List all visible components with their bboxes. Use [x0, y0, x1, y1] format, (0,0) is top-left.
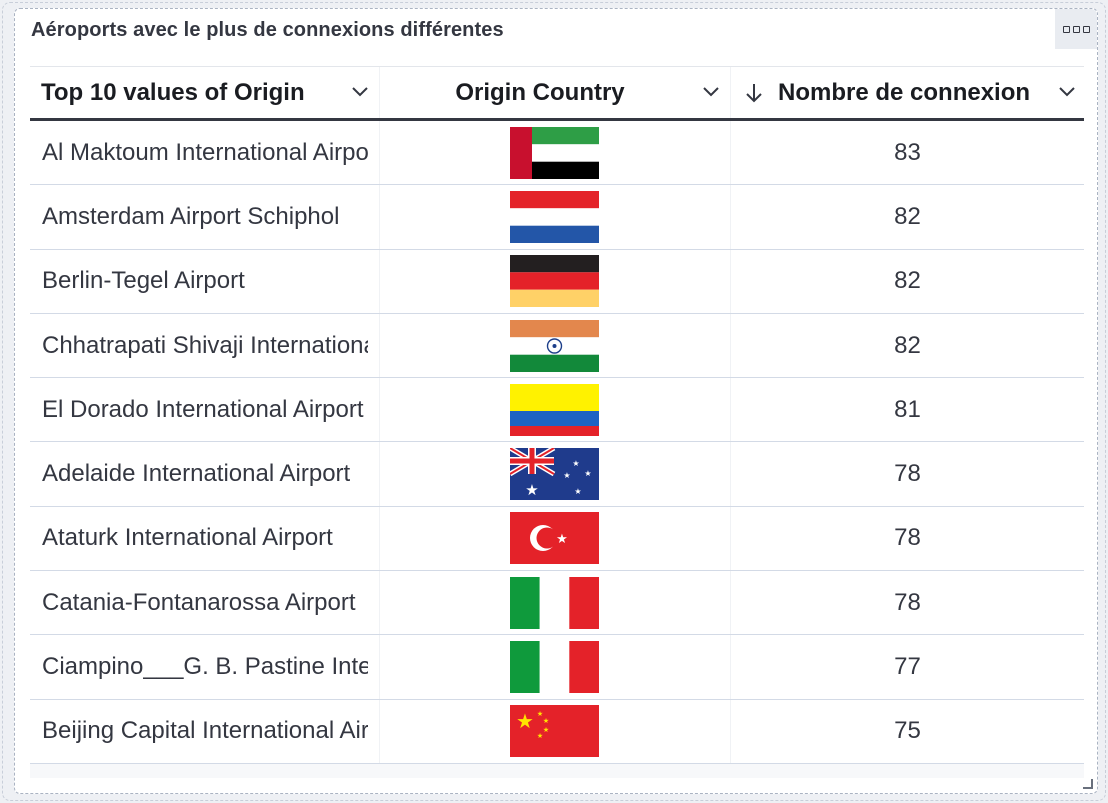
svg-text:★: ★: [536, 732, 542, 740]
origin-cell[interactable]: Beijing Capital International Airport: [30, 699, 380, 763]
origin-cell[interactable]: Chhatrapati Shivaji International Airpor…: [30, 313, 380, 378]
table-row: Amsterdam Airport Schiphol 82: [30, 185, 1084, 250]
count-cell: 82: [894, 267, 921, 295]
table-row: Adelaide International Airport: [30, 442, 1084, 507]
visualization-panel: Aéroports avec le plus de connexions dif…: [14, 8, 1098, 794]
panel-title: Aéroports avec le plus de connexions dif…: [31, 19, 504, 41]
column-header-connections[interactable]: Nombre de connexion: [731, 67, 1084, 118]
column-header-label: Nombre de connexion: [778, 78, 1031, 106]
chevron-down-icon[interactable]: [1058, 85, 1076, 97]
origin-cell[interactable]: Catania-Fontanarossa Airport: [30, 571, 380, 635]
table-row: Berlin-Tegel Airport 82: [30, 249, 1084, 314]
table-footer: [30, 763, 1084, 778]
country-cell: ★ ★ ★ ★ ★: [380, 699, 731, 763]
germany-flag-icon: [509, 255, 599, 308]
origin-cell[interactable]: Al Maktoum International Airport: [30, 121, 380, 185]
country-cell: ★: [380, 506, 731, 571]
svg-text:★: ★: [574, 487, 581, 496]
table-row: Ciampino___G. B. Pastine International A…: [30, 635, 1084, 700]
chevron-down-icon[interactable]: [702, 85, 720, 97]
origin-cell[interactable]: El Dorado International Airport: [30, 378, 380, 442]
table-header: Top 10 values of Origin Origin Country N…: [30, 66, 1084, 121]
count-cell: 75: [894, 717, 921, 745]
origin-name: Chhatrapati Shivaji International Airpor…: [42, 331, 368, 359]
svg-text:★: ★: [556, 532, 568, 547]
svg-text:★: ★: [525, 481, 538, 499]
turkey-flag-icon: ★: [509, 512, 599, 565]
chevron-down-icon[interactable]: [351, 85, 369, 97]
china-flag-icon: ★ ★ ★ ★ ★: [509, 705, 599, 758]
data-table: Top 10 values of Origin Origin Country N…: [30, 66, 1084, 778]
table-row: Chhatrapati Shivaji International Airpor…: [30, 313, 1084, 379]
country-cell: [380, 185, 731, 249]
svg-text:★: ★: [516, 709, 534, 733]
count-cell: 77: [894, 653, 921, 681]
table-row: Ataturk International Airport ★ 78: [30, 506, 1084, 572]
country-cell: [380, 249, 731, 313]
country-cell: [380, 378, 731, 442]
svg-text:★: ★: [542, 717, 548, 725]
italy-flag-icon: [509, 576, 599, 629]
country-cell: [380, 313, 731, 378]
column-header-label: Origin Country: [455, 78, 625, 106]
origin-cell[interactable]: Berlin-Tegel Airport: [30, 249, 380, 313]
origin-name: Al Maktoum International Airport: [42, 138, 368, 166]
origin-name: Ciampino___G. B. Pastine International A…: [42, 653, 368, 681]
count-cell: 82: [894, 202, 921, 230]
panel-options-icon-dot: [1072, 25, 1080, 33]
origin-cell[interactable]: Ataturk International Airport: [30, 506, 380, 571]
origin-name: Beijing Capital International Airport: [42, 717, 368, 745]
colombia-flag-icon: [509, 383, 599, 436]
origin-cell[interactable]: Adelaide International Airport: [30, 442, 380, 506]
table-row: Catania-Fontanarossa Airport 78: [30, 571, 1084, 636]
svg-text:★: ★: [536, 710, 542, 718]
svg-text:★: ★: [572, 459, 579, 468]
count-cell: 78: [894, 460, 921, 488]
origin-cell[interactable]: Ciampino___G. B. Pastine International A…: [30, 635, 380, 699]
panel-options-icon-dot: [1082, 25, 1090, 33]
column-header-origin-country[interactable]: Origin Country: [380, 67, 731, 118]
column-header-label: Top 10 values of Origin: [41, 78, 305, 106]
resize-handle-icon[interactable]: [1083, 779, 1093, 789]
netherlands-flag-icon: [509, 190, 599, 243]
country-cell: [380, 121, 731, 185]
count-cell: 81: [894, 395, 921, 423]
india-flag-icon: [509, 319, 599, 372]
count-cell: 83: [894, 138, 921, 166]
country-cell: ★ ★ ★ ★ ★: [380, 442, 731, 506]
country-cell: [380, 635, 731, 699]
origin-cell[interactable]: Amsterdam Airport Schiphol: [30, 185, 380, 249]
svg-text:★: ★: [542, 726, 548, 734]
count-cell: 82: [894, 331, 921, 359]
united-arab-emirates-flag-icon: [509, 126, 599, 179]
origin-name: Amsterdam Airport Schiphol: [42, 202, 340, 230]
origin-name: Adelaide International Airport: [42, 460, 351, 488]
australia-flag-icon: ★ ★ ★ ★ ★: [509, 448, 599, 501]
column-header-origin[interactable]: Top 10 values of Origin: [30, 67, 380, 118]
sort-descending-arrow-icon[interactable]: [743, 81, 765, 105]
italy-flag-icon: [509, 641, 599, 694]
origin-name: Berlin-Tegel Airport: [42, 267, 245, 295]
country-cell: [380, 571, 731, 635]
panel-options-icon: [1062, 25, 1070, 33]
table-row: Al Maktoum International Airport 83: [30, 121, 1084, 186]
count-cell: 78: [894, 524, 921, 552]
origin-name: El Dorado International Airport: [42, 395, 364, 423]
origin-name: Ataturk International Airport: [42, 524, 333, 552]
svg-text:★: ★: [563, 471, 570, 480]
count-cell: 78: [894, 588, 921, 616]
panel-options-button[interactable]: [1055, 9, 1097, 49]
table-row: El Dorado International Airport 81: [30, 378, 1084, 443]
table-row: Beijing Capital International Airport ★ …: [30, 699, 1084, 764]
origin-name: Catania-Fontanarossa Airport: [42, 588, 356, 616]
svg-text:★: ★: [584, 469, 591, 478]
